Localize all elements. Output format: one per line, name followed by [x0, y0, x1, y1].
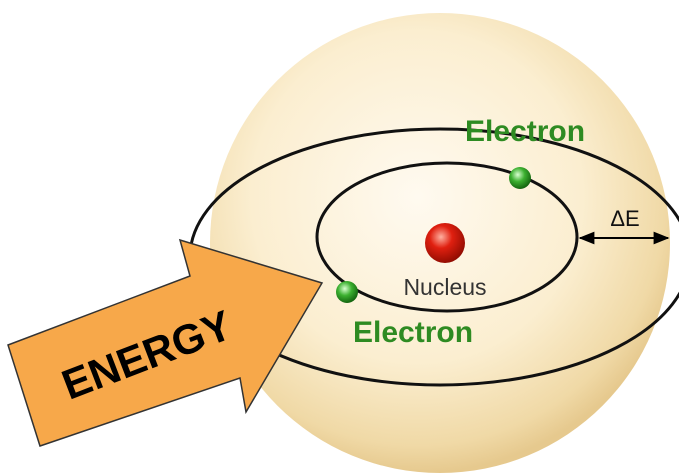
- page: ΔE Electron Nucleus Electron ENERGY (() …: [0, 0, 679, 476]
- nucleus: [425, 223, 465, 263]
- electron-inner: [336, 281, 358, 303]
- nucleus-label: Nucleus: [403, 274, 486, 300]
- atom-diagram: ΔE Electron Nucleus Electron ENERGY: [0, 0, 679, 476]
- electron-outer: [509, 167, 531, 189]
- electron-label: Electron: [465, 115, 585, 148]
- electron-label: Electron: [353, 316, 473, 349]
- delta-e-label: ΔE: [610, 206, 639, 231]
